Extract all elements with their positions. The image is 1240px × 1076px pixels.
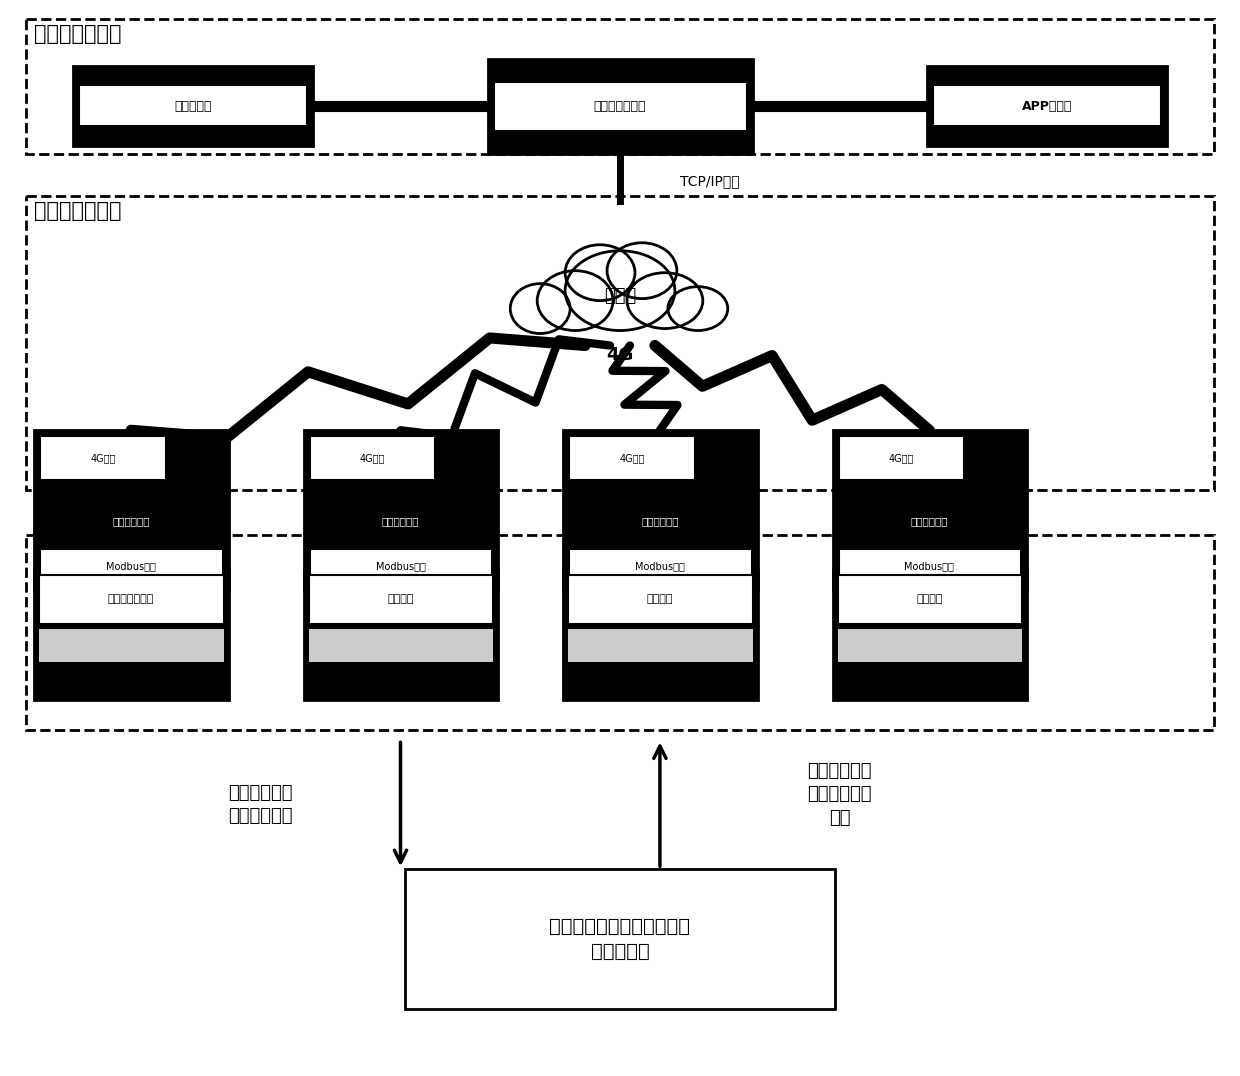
Bar [568,575,753,624]
Text: 数据通讯模块: 数据通讯模块 [641,516,678,526]
Bar [489,59,753,154]
Text: 输出控制信号
控制电磁阀等
设备: 输出控制信号 控制电磁阀等 设备 [807,762,872,827]
Text: Modbus模块: Modbus模块 [635,561,684,571]
Text: 数据通讯模块: 数据通讯模块 [910,516,949,526]
Bar [405,869,835,1009]
Bar [304,570,498,699]
Bar [837,628,1022,662]
Bar [832,570,1027,699]
Text: 监控中心子系统: 监控中心子系统 [35,25,122,44]
Bar [26,196,1214,491]
Text: Modbus模块: Modbus模块 [376,561,425,571]
Text: 数据通讯模块: 数据通讯模块 [382,516,419,526]
Text: 4G模块: 4G模块 [619,453,645,463]
Bar [563,570,758,699]
Bar [832,430,1027,590]
Text: 4G模块: 4G模块 [889,453,914,463]
Text: 数据接收服务器: 数据接收服务器 [594,100,646,113]
Bar [310,436,435,480]
Bar [310,549,492,584]
Text: 消防用水: 消防用水 [916,594,942,604]
Bar [837,575,1022,624]
Text: 给排水监控与管理系统的采
集控制电路: 给排水监控与管理系统的采 集控制电路 [549,917,691,961]
Bar [568,628,753,662]
Text: 数据通讯子系统: 数据通讯子系统 [35,201,122,221]
Bar [569,436,694,480]
Text: 污水排放: 污水排放 [647,594,673,604]
Text: APP客户端: APP客户端 [1022,100,1073,113]
Bar [40,575,224,624]
Text: 采集各个传感
器的输出信号: 采集各个传感 器的输出信号 [228,783,293,825]
Bar [309,628,494,662]
Bar [26,19,1214,154]
Bar [41,549,223,584]
Bar [928,67,1167,146]
Bar [41,436,166,480]
Bar [838,549,1021,584]
Bar [569,549,751,584]
Bar [563,430,758,590]
Bar [934,85,1161,126]
Bar [79,85,306,126]
Text: 数据通讯模块: 数据通讯模块 [113,516,150,526]
Ellipse shape [510,284,570,334]
Bar [838,436,965,480]
Text: 4G模块: 4G模块 [91,453,115,463]
Text: 互联网: 互联网 [604,286,636,305]
Bar [35,570,229,699]
Text: 4G模块: 4G模块 [360,453,386,463]
Text: Modbus模块: Modbus模块 [107,561,156,571]
Text: 固定客户端: 固定客户端 [174,100,212,113]
Bar [26,535,1214,730]
Ellipse shape [565,244,635,300]
Text: TCP/IP协议: TCP/IP协议 [680,174,739,188]
Ellipse shape [668,286,728,330]
Bar [40,628,224,662]
Ellipse shape [627,272,703,328]
Ellipse shape [565,251,675,330]
Text: Modbus模块: Modbus模块 [904,561,955,571]
Ellipse shape [608,243,677,299]
Bar [73,67,312,146]
Text: 寡房（给水所）: 寡房（给水所） [108,594,154,604]
Text: RS485传输
modbus协议: RS485传输 modbus协议 [588,505,652,535]
Bar [495,82,746,131]
Text: 4G: 4G [606,346,634,365]
Bar [304,430,498,590]
Bar [309,575,494,624]
Ellipse shape [537,271,613,330]
Text: 现场监控子系统: 现场监控子系统 [35,540,122,560]
Text: 客车上水: 客车上水 [387,594,414,604]
Bar [35,430,229,590]
